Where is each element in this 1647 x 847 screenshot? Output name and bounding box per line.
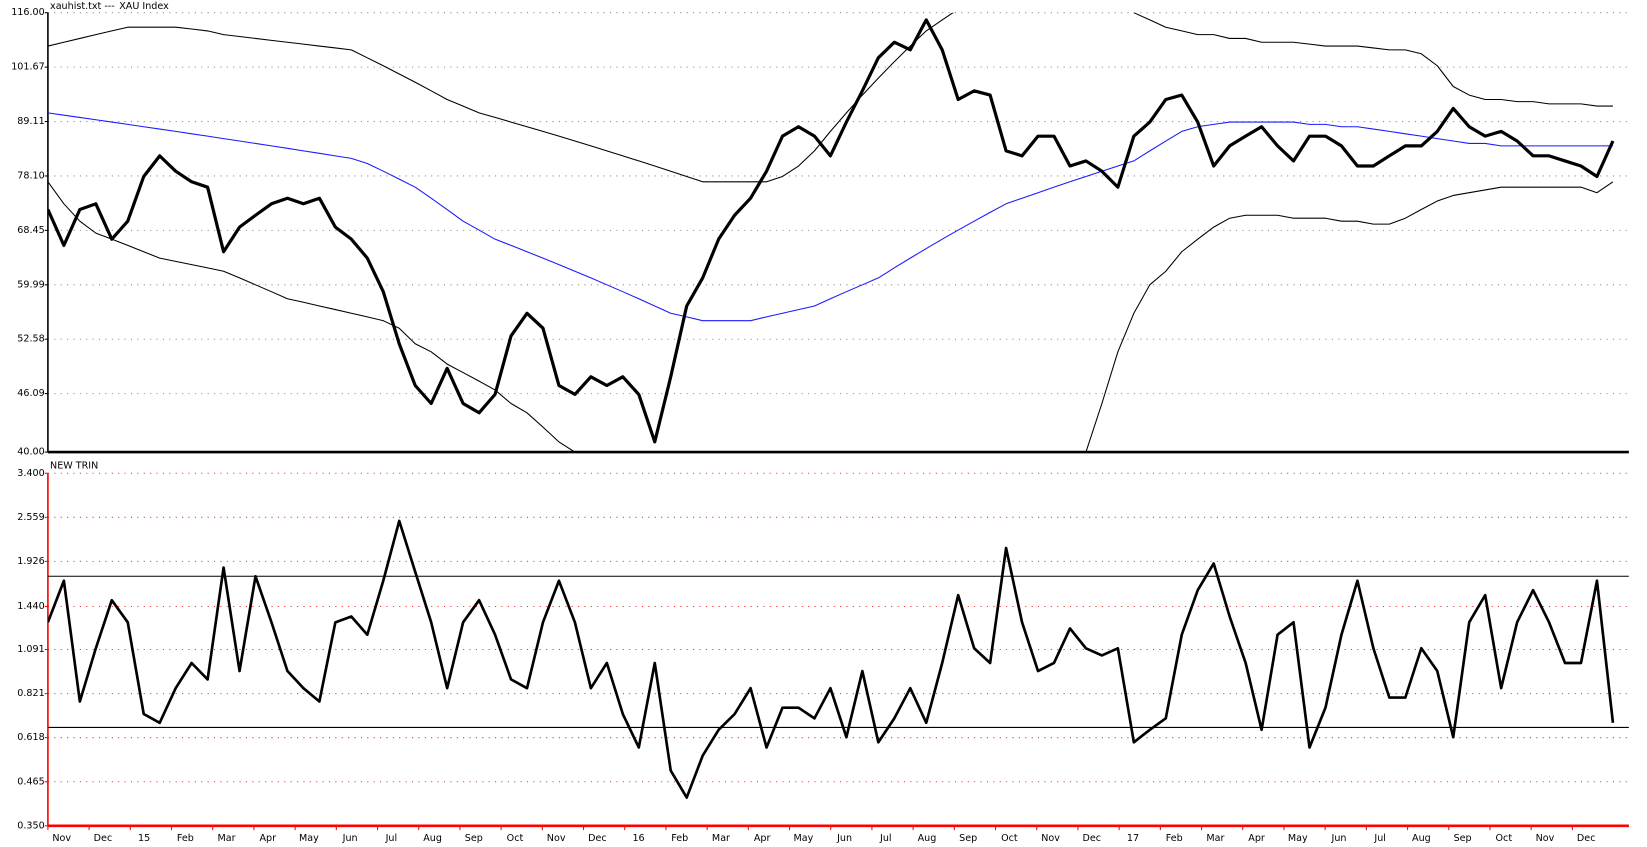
series-line xyxy=(47,519,1615,799)
x-tick-label: Sep xyxy=(465,833,483,844)
x-tick-label: May xyxy=(299,833,319,844)
x-tick-label: Feb xyxy=(1166,833,1183,844)
y-tick-label: 89.11 xyxy=(17,116,44,127)
y-tick-label: 46.09 xyxy=(17,388,44,399)
series-line xyxy=(47,112,1613,322)
x-tick-label: Jun xyxy=(836,833,852,844)
y-tick-label: 0.465 xyxy=(17,776,44,787)
y-tick-label: 52.58 xyxy=(17,334,44,345)
x-tick-label: Dec xyxy=(588,833,607,844)
x-tick-label: Sep xyxy=(1454,833,1472,844)
y-tick-label: 0.618 xyxy=(17,732,44,743)
x-tick-label: Aug xyxy=(423,833,442,844)
x-tick-label: Jun xyxy=(1331,833,1347,844)
x-tick-label: Sep xyxy=(959,833,977,844)
x-tick-label: Feb xyxy=(177,833,194,844)
x-tick-label: 17 xyxy=(1127,833,1139,844)
x-tick-label: Dec xyxy=(94,833,113,844)
x-tick-label: Jul xyxy=(385,833,398,844)
x-tick-label: Nov xyxy=(1536,833,1555,844)
y-tick-label: 0.821 xyxy=(17,688,44,699)
series-line xyxy=(47,181,1614,453)
x-tick-label: Mar xyxy=(218,833,236,844)
x-tick-label: Apr xyxy=(259,833,276,844)
x-tick-label: May xyxy=(793,833,813,844)
plot-area xyxy=(47,519,1629,799)
y-tick-label: 68.45 xyxy=(17,225,44,236)
x-tick-label: Nov xyxy=(52,833,71,844)
y-tick-label: 2.559 xyxy=(17,512,44,523)
x-tick-label: Jul xyxy=(879,833,892,844)
chart-title: xauhist.txt --- xyxy=(50,1,115,12)
panel-title: NEW TRIN xyxy=(50,460,98,471)
y-tick-label: 101.67 xyxy=(11,62,44,73)
x-tick-label: 16 xyxy=(632,833,644,844)
x-tick-label: Dec xyxy=(1083,833,1102,844)
x-tick-label: Oct xyxy=(1496,833,1513,844)
x-tick-label: Oct xyxy=(507,833,524,844)
y-tick-label: 1.440 xyxy=(17,601,44,612)
x-tick-label: Mar xyxy=(712,833,730,844)
x-tick-label: Mar xyxy=(1206,833,1224,844)
series-line xyxy=(47,12,1613,183)
y-tick-label: 59.99 xyxy=(17,279,44,290)
x-tick-label: Feb xyxy=(671,833,688,844)
x-tick-label: Jul xyxy=(1373,833,1386,844)
y-tick-label: 1.091 xyxy=(17,644,44,655)
x-tick-label: May xyxy=(1288,833,1308,844)
x-tick-label: Dec xyxy=(1577,833,1596,844)
x-tick-label: Aug xyxy=(918,833,937,844)
x-tick-label: Nov xyxy=(547,833,566,844)
y-tick-label: 40.00 xyxy=(17,447,44,458)
y-tick-label: 78.10 xyxy=(17,170,44,181)
x-tick-label: Apr xyxy=(1248,833,1265,844)
y-tick-label: 0.350 xyxy=(17,820,44,831)
x-tick-label: Aug xyxy=(1412,833,1431,844)
x-tick-label: Jun xyxy=(342,833,358,844)
x-tick-label: Nov xyxy=(1041,833,1060,844)
y-tick-label: 3.400 xyxy=(17,468,44,479)
x-tick-label: Apr xyxy=(754,833,771,844)
x-tick-label: 15 xyxy=(138,833,150,844)
x-tick-label: Oct xyxy=(1001,833,1018,844)
chart-subtitle: XAU Index xyxy=(119,1,169,12)
y-tick-label: 116.00 xyxy=(11,7,44,18)
y-tick-label: 1.926 xyxy=(17,556,44,567)
plot-area xyxy=(47,12,1615,453)
series-line xyxy=(47,18,1615,444)
